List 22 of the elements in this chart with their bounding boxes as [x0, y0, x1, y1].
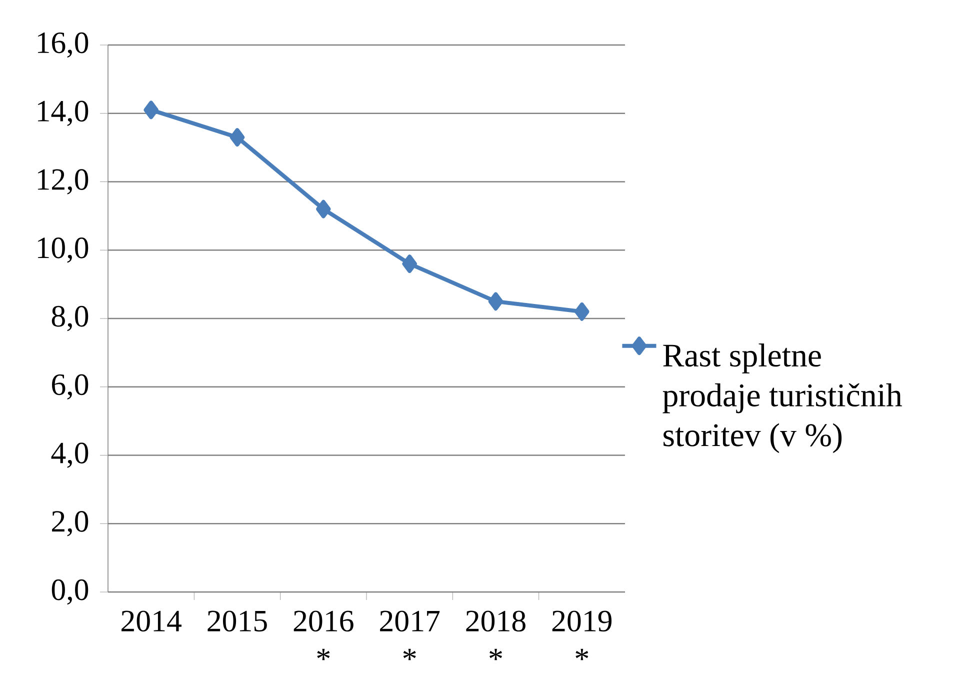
y-tick-label: 14,0 [38, 100, 88, 126]
x-tick-label: 2015 [208, 610, 267, 632]
x-tick-label: 2017 * [380, 610, 440, 660]
y-tick-label: 16,0 [38, 32, 88, 58]
y-tick-label: 12,0 [38, 169, 88, 194]
y-tick-label: 4,0 [51, 442, 88, 468]
point [488, 292, 504, 311]
legend-label: Rast spletne prodaje turističnih storitev (v %) [662, 344, 902, 454]
point [402, 254, 417, 273]
x-tick-label: 2019 * [552, 610, 612, 660]
y-tick-label: 6,0 [52, 374, 88, 400]
x-tick-label: 2018 * [466, 610, 526, 660]
point [574, 302, 590, 321]
point [144, 100, 158, 120]
point [230, 128, 245, 146]
y-tick-label: 10,0 [38, 237, 88, 263]
y-tick-label: 0,0 [52, 579, 88, 605]
y-tick-label: 8,0 [52, 306, 88, 332]
y-tick-label: 2,0 [52, 510, 88, 536]
x-tick-label: 2014 [122, 610, 182, 632]
x-tick-label: 2016 * [294, 610, 354, 660]
point [316, 200, 331, 218]
